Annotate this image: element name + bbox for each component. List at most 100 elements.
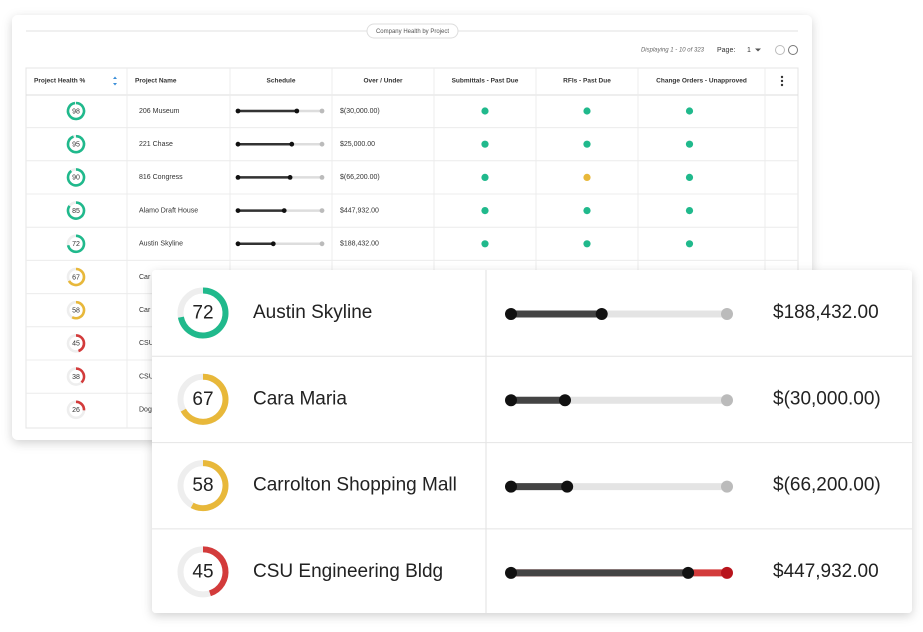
status-dot [481,240,489,248]
project-name: CSU [139,340,154,347]
schedule-dot [682,566,695,579]
over-under: $25,000.00 [340,141,375,148]
project-name: 816 Congress [139,174,183,181]
title: Company Health by Project [376,29,449,35]
donut-arc [75,400,86,411]
over-under: $(30,000.00) [773,388,881,409]
donut-arc [180,373,229,425]
schedule-dot [561,480,574,493]
schedule-end [319,208,325,214]
schedule-start [505,394,517,407]
donut-arc [66,168,86,187]
schedule-dot [281,208,287,214]
column-header: Schedule [267,78,296,85]
schedule-dot [289,141,295,147]
schedule-dot [287,175,293,180]
column-header: Project Name [135,78,177,85]
status-dot [685,240,694,248]
project-name: CSU Engineering Bldg [253,561,443,582]
schedule-dot [595,308,608,320]
next-page[interactable] [788,45,798,55]
prev-page[interactable] [775,45,785,55]
health-value: 26 [72,407,80,414]
schedule-start [505,480,517,493]
schedule-start [505,566,517,579]
over-under: $188,432.00 [340,241,379,248]
project-name: Cara Maria [253,388,347,409]
project-name: Alamo Draft House [139,207,198,214]
page-label: Page: [717,47,735,54]
schedule-end [721,566,733,579]
health-value: 45 [192,561,213,582]
schedule-end [721,394,733,407]
donut-arc [75,367,86,384]
health-value: 72 [72,241,80,248]
status-dot [583,140,591,148]
project-name: Carrolton Shopping Mall [253,475,457,496]
schedule-dot [270,241,276,247]
project-name: 206 Museum [139,108,180,115]
column-header: Submittals - Past Due [452,78,519,85]
donut-arc [71,300,86,320]
detail: 72 Austin Skyline $188,432.00 67 Cara Maria $… [152,287,912,598]
schedule-start [235,108,241,114]
donut-arc [177,287,229,339]
health-value: 38 [72,374,80,381]
health-value: 72 [192,303,213,324]
health-value: 58 [192,475,213,496]
column-header: Project Health % [34,78,86,85]
schedule-end [721,480,733,493]
column-header: RFIs - Past Due [563,78,611,85]
health-value: 90 [72,175,80,182]
project-name: 221 Chase [139,141,173,148]
status-dot [583,107,591,115]
health-value: 85 [72,208,80,215]
schedule-end [319,108,325,114]
status-dot [583,207,591,215]
project-name: Austin Skyline [139,241,183,248]
schedule-dot [559,394,571,407]
schedule-end [319,141,325,147]
schedule-dot [294,108,300,114]
schedule-end [319,241,325,247]
status-dot [685,107,694,115]
health-value: 67 [192,389,213,410]
column-header: Over / Under [363,78,402,85]
status-dot [685,140,694,148]
caret[interactable] [755,48,761,52]
schedule-start [505,308,517,320]
page-select[interactable]: 1 [747,47,751,54]
over-under: $(66,200.00) [340,174,380,181]
title-pill [366,23,459,39]
donut-arc [202,546,229,597]
schedule-start [235,175,241,180]
status-dot [685,173,694,181]
menu-icon[interactable] [780,75,784,87]
status-dot [583,240,591,248]
displaying: Displaying 1 - 10 of 323 [641,48,705,54]
project-name: Car [139,274,151,281]
sort-icon[interactable] [113,76,117,86]
health-value: 58 [72,308,80,315]
project-name: Austin Skyline [253,302,372,323]
donut-arc [75,334,86,353]
status-dot [481,173,489,181]
schedule-start [235,141,241,147]
status-dot [481,107,489,115]
detail-card [152,270,912,613]
status-dot [481,207,489,215]
status-dot [481,140,489,148]
donut-arc [66,134,86,154]
donut-arc [66,101,86,121]
schedule-start [235,241,241,247]
health-value: 95 [72,142,80,149]
schedule-end [319,175,325,180]
column-header: Change Orders - Unapproved [656,78,747,85]
over-under: $(30,000.00) [340,108,380,115]
project-name: CSU [139,373,154,380]
project-name: Car [139,307,151,314]
schedule-end [721,308,733,320]
over-under: $447,932.00 [340,207,379,214]
